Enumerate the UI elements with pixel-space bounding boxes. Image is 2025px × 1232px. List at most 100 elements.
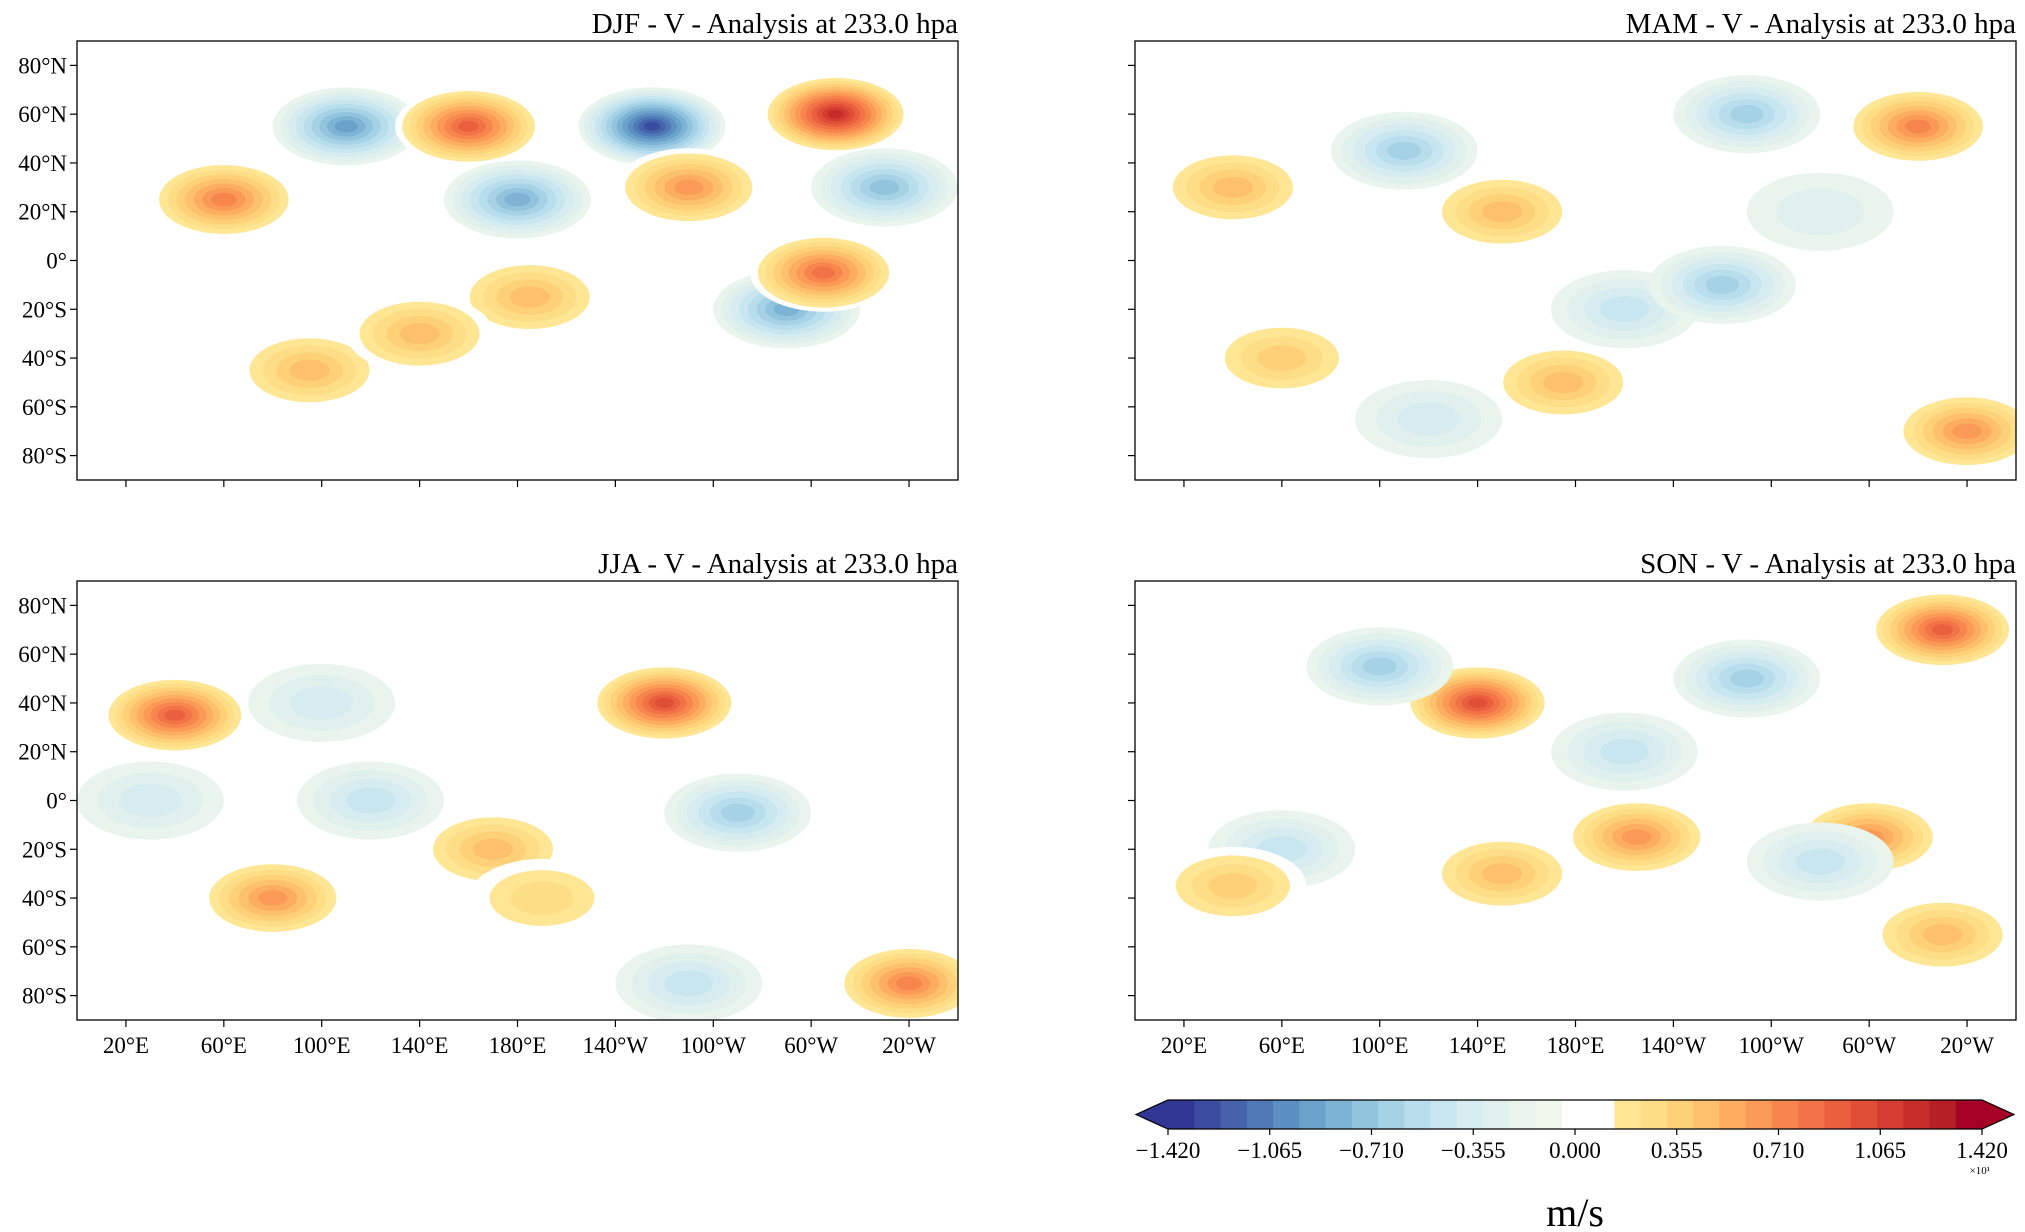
anomaly — [272, 87, 420, 166]
contour-band — [1932, 624, 1954, 636]
anomaly — [664, 773, 812, 852]
colorbar-band — [1430, 1100, 1458, 1129]
contour-band — [674, 179, 704, 196]
anomaly — [749, 233, 897, 312]
anomaly — [248, 663, 396, 742]
anomaly — [615, 148, 763, 227]
anomaly — [468, 859, 616, 938]
anomaly — [297, 761, 445, 840]
anomaly — [1551, 712, 1698, 791]
contour-band — [164, 709, 186, 721]
anomaly — [1489, 343, 1637, 422]
colorbar-tick-label: −1.420 — [1136, 1138, 1201, 1163]
panel-title: MAM - V - Analysis at 233.0 hpa — [1626, 8, 2017, 40]
y-tick-label: 60°S — [22, 395, 67, 420]
anomaly — [1746, 172, 1894, 251]
colorbar-band — [1666, 1100, 1694, 1129]
anomaly — [1355, 380, 1503, 459]
x-tick-label: 60°W — [784, 1033, 838, 1058]
x-tick-label: 100°W — [681, 1033, 747, 1058]
colorbar-band — [1456, 1100, 1484, 1129]
anomaly — [1428, 834, 1576, 913]
contour-band — [811, 266, 835, 279]
contour-band — [258, 890, 288, 906]
anomaly — [1208, 319, 1356, 398]
contour-band — [720, 803, 755, 822]
colorbar-multiplier: ×10¹ — [1969, 1165, 1990, 1177]
colorbar-band — [1404, 1100, 1432, 1129]
y-tick-label: 20°S — [22, 837, 67, 862]
anomaly — [77, 761, 224, 840]
anomaly — [1404, 663, 1552, 742]
x-tick-label: 20°W — [1940, 1033, 1994, 1058]
anomaly — [346, 294, 494, 373]
contour-band — [1468, 697, 1488, 709]
contour-band — [334, 120, 358, 133]
y-tick-label: 40°S — [22, 346, 67, 371]
y-tick-label: 60°N — [18, 642, 67, 667]
contour-band — [827, 109, 844, 119]
anomaly — [236, 331, 383, 410]
colorbar-extend-low — [1136, 1100, 1168, 1129]
x-tick-label: 20°W — [882, 1033, 936, 1058]
y-tick-label: 80°S — [22, 444, 67, 469]
colorbar-band — [1220, 1100, 1248, 1129]
panel-title: SON - V - Analysis at 233.0 hpa — [1640, 548, 2016, 580]
y-tick-label: 80°S — [22, 984, 67, 1009]
x-tick-label: 60°E — [1259, 1033, 1305, 1058]
colorbar-band — [1824, 1100, 1852, 1129]
colorbar-label: m/s — [1546, 1190, 1604, 1232]
colorbar-band — [1246, 1100, 1274, 1129]
map-panel — [77, 41, 958, 480]
colorbar-band — [1640, 1100, 1668, 1129]
x-tick-label: 60°E — [201, 1033, 247, 1058]
anomaly — [762, 75, 910, 154]
x-tick-label: 20°E — [1161, 1033, 1207, 1058]
anomaly — [590, 663, 738, 742]
anomaly — [1159, 846, 1307, 925]
contour-band — [1729, 669, 1764, 688]
contour-band — [1212, 176, 1253, 198]
colorbar-band — [1535, 1100, 1563, 1129]
colorbar-band — [1745, 1100, 1773, 1129]
y-tick-label: 40°N — [18, 151, 67, 176]
contour-band — [346, 787, 396, 814]
x-tick-label: 20°E — [103, 1033, 149, 1058]
contour-band — [473, 838, 514, 860]
contour-band — [1599, 738, 1649, 765]
colorbar-band — [1614, 1100, 1642, 1129]
contour-band — [1952, 423, 1982, 440]
anomaly — [1869, 590, 2016, 669]
panel-title: DJF - V - Analysis at 233.0 hpa — [592, 8, 958, 40]
contour-band — [290, 686, 354, 720]
contour-band — [1387, 141, 1422, 160]
contour-band — [1729, 105, 1764, 124]
colorbar-band — [1588, 1100, 1615, 1129]
contour-band — [458, 120, 480, 132]
colorbar-tick-label: 0.710 — [1753, 1138, 1805, 1163]
colorbar-band — [1929, 1100, 1957, 1129]
contour-band — [1905, 119, 1932, 134]
anomaly — [1330, 111, 1478, 190]
x-tick-label: 140°E — [1449, 1033, 1507, 1058]
anomaly — [1648, 245, 1796, 324]
contour-band — [1795, 848, 1845, 875]
colorbar-band — [1273, 1100, 1300, 1129]
anomaly — [150, 160, 298, 239]
contour-band — [1705, 275, 1740, 294]
map-panel — [1135, 581, 2016, 1020]
colorbar-band — [1693, 1100, 1720, 1129]
colorbar-band — [1876, 1100, 1904, 1129]
colorbar-band — [1509, 1100, 1537, 1129]
colorbar-extend-high — [1982, 1100, 2014, 1129]
anomaly — [1563, 798, 1711, 877]
anomaly — [1306, 627, 1454, 706]
colorbar-tick-label: 1.420 — [1956, 1138, 2008, 1163]
contour-band — [664, 970, 714, 997]
map-panel — [1135, 41, 2016, 480]
anomaly — [615, 944, 763, 1020]
colorbar-tick-label: 0.355 — [1651, 1138, 1703, 1163]
contour-band — [896, 976, 923, 991]
map-panel — [77, 581, 958, 1020]
